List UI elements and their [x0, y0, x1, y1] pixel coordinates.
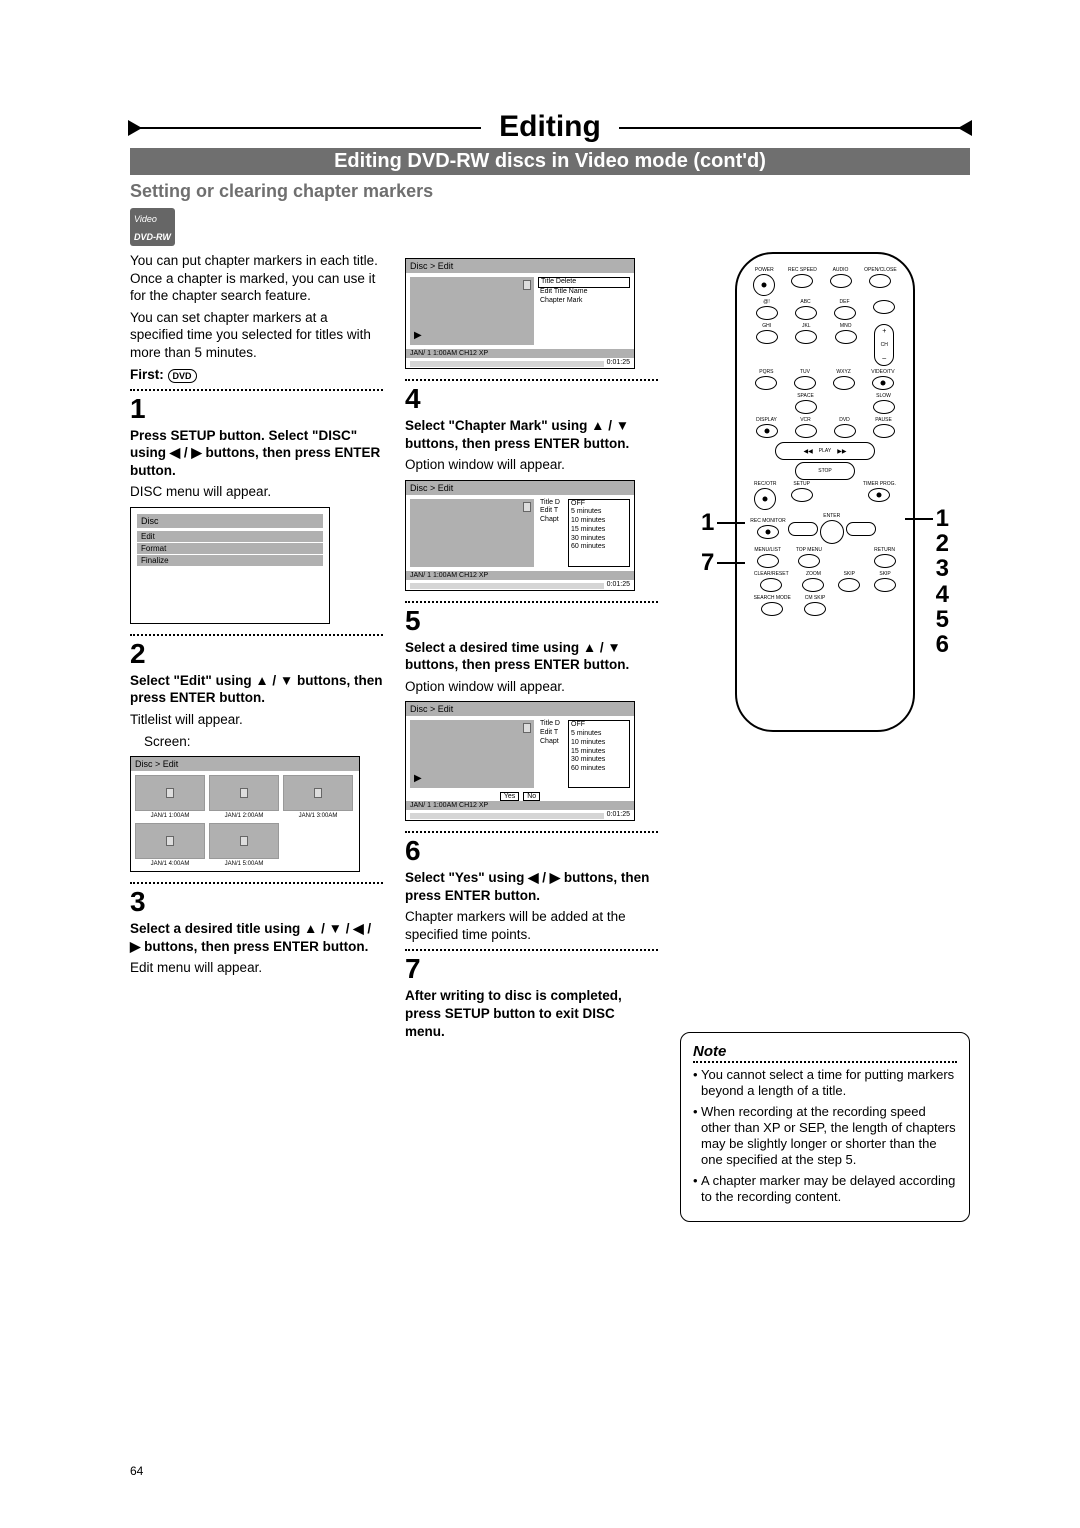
column-middle: Disc > Edit ▶ Title Delete Edit Title Na… [405, 252, 658, 1222]
step-4-text: Option window will appear. [405, 456, 658, 474]
badge-text: DVD-RW [134, 232, 171, 242]
title-text: Editing [481, 110, 619, 144]
step-5-text: Option window will appear. [405, 678, 658, 696]
screen-chapter-options: Disc > Edit Title D Edit T Chapt OFF 5 m… [405, 480, 635, 591]
step-1-text: DISC menu will appear. [130, 483, 383, 501]
step-6-bold: Select "Yes" using ◀ / ▶ buttons, then p… [405, 869, 658, 904]
note-item: A chapter marker may be delayed accordin… [693, 1173, 957, 1206]
step-5-bold: Select a desired time using ▲ / ▼ button… [405, 639, 658, 674]
step-2-text: Titlelist will appear. [130, 711, 383, 729]
intro-1: You can put chapter markers in each titl… [130, 252, 383, 305]
screen-disc-menu: Disc Edit Format Finalize [130, 507, 330, 624]
step-1-num: 1 [130, 393, 383, 425]
column-right: POWER REC SPEED AUDIO OPEN/CLOSE @! ABC … [680, 252, 970, 1222]
badge-sup: Video [134, 214, 157, 224]
note-item: You cannot select a time for putting mar… [693, 1067, 957, 1100]
note-box: Note You cannot select a time for puttin… [680, 1032, 970, 1222]
step-3-num: 3 [130, 886, 383, 918]
screen-time-confirm: Disc > Edit ▶ Title D Edit T Chapt OFF 5… [405, 701, 635, 821]
step-2-bold: Select "Edit" using ▲ / ▼ buttons, then … [130, 672, 383, 707]
page-title: Editing [130, 110, 970, 144]
step-4-bold: Select "Chapter Mark" using ▲ / ▼ button… [405, 417, 658, 452]
intro-2: You can set chapter markers at a specifi… [130, 309, 383, 362]
num-1 [756, 306, 778, 320]
callout-left-1: 1 [701, 509, 714, 537]
step-3-text: Edit menu will appear. [130, 959, 383, 977]
callout-left-7: 7 [701, 549, 714, 577]
note-heading: Note [693, 1043, 957, 1060]
first-line: First: DVD [130, 367, 383, 382]
section-heading: Setting or clearing chapter markers [130, 181, 970, 202]
dvd-icon: DVD [168, 369, 197, 383]
step-5-num: 5 [405, 605, 658, 637]
page-number: 64 [130, 1464, 143, 1478]
dvdrw-badge: Video DVD-RW [130, 208, 175, 246]
callout-right: 1 2 3 4 5 6 [936, 506, 949, 657]
step-2-text2: Screen: [130, 733, 383, 751]
step-6-num: 6 [405, 835, 658, 867]
screen-titlelist: Disc > Edit JAN/1 1:00AM JAN/1 2:00AM JA… [130, 756, 360, 872]
step-1-bold: Press SETUP button. Select "DISC" using … [130, 427, 383, 480]
remote-control: POWER REC SPEED AUDIO OPEN/CLOSE @! ABC … [735, 252, 915, 732]
column-left: You can put chapter markers in each titl… [130, 252, 383, 1222]
step-7-bold: After writing to disc is completed, pres… [405, 987, 658, 1040]
step-3-bold: Select a desired title using ▲ / ▼ / ◀ /… [130, 920, 383, 955]
subtitle-bar: Editing DVD-RW discs in Video mode (cont… [130, 148, 970, 175]
step-2-num: 2 [130, 638, 383, 670]
step-4-num: 4 [405, 383, 658, 415]
note-item: When recording at the recording speed ot… [693, 1104, 957, 1169]
screen-edit-menu: Disc > Edit ▶ Title Delete Edit Title Na… [405, 258, 635, 369]
step-6-text: Chapter markers will be added at the spe… [405, 908, 658, 943]
step-7-num: 7 [405, 953, 658, 985]
